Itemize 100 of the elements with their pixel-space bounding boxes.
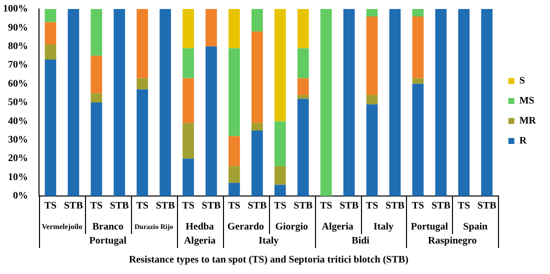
bar <box>412 16 424 78</box>
bar <box>297 9 309 48</box>
text: Algeria <box>184 236 216 247</box>
bar <box>366 9 378 16</box>
bar <box>320 9 332 196</box>
bar <box>206 46 217 196</box>
x-tick-label: TS <box>412 200 425 212</box>
text: Gerardo <box>227 222 264 233</box>
text: Algeria <box>322 222 354 233</box>
x-tick-label: TS <box>136 200 149 212</box>
bar <box>412 9 424 16</box>
bar <box>182 48 194 78</box>
text: Bidi <box>352 236 370 247</box>
y-tick-label: 0% <box>13 190 28 202</box>
legend-label: R <box>519 136 528 147</box>
y-tick-label: 90% <box>8 22 28 34</box>
legend-label: MS <box>519 96 535 107</box>
text: Italy <box>374 222 394 233</box>
text: Hedba <box>186 222 214 233</box>
bar <box>366 95 378 104</box>
bar <box>389 9 401 196</box>
bar <box>136 78 148 90</box>
bar <box>274 121 286 166</box>
x-tick-label: STB <box>64 200 84 212</box>
y-tick-label: 70% <box>8 60 28 71</box>
bar <box>343 9 355 196</box>
text: Giorgio <box>275 222 308 233</box>
text: Spain <box>463 222 488 233</box>
bar <box>297 98 309 196</box>
bar <box>90 102 102 196</box>
x-tick-label: STB <box>294 200 313 212</box>
bar <box>481 9 493 196</box>
bar <box>206 9 217 46</box>
y-tick-label: 10% <box>8 172 28 183</box>
legend-label: S <box>519 76 526 87</box>
bar <box>412 84 424 196</box>
bar <box>136 9 148 78</box>
bar <box>252 130 263 196</box>
x-tick-label: TS <box>90 200 103 212</box>
bar <box>228 182 240 196</box>
bar <box>90 93 102 102</box>
bar <box>274 166 286 185</box>
y-tick-label: 30% <box>8 134 28 146</box>
bar <box>435 9 447 196</box>
bar <box>182 123 194 159</box>
bar <box>252 31 263 124</box>
bar <box>90 56 102 94</box>
y-tick-label: 50% <box>8 97 28 108</box>
bar <box>44 59 56 196</box>
x-tick-label: STB <box>110 200 130 212</box>
bar <box>252 9 263 32</box>
y-tick-label: 40% <box>8 116 28 127</box>
bar <box>297 95 309 99</box>
x-tick-label: TS <box>182 200 195 212</box>
y-tick-label: 80% <box>8 40 28 52</box>
y-tick-label: 100% <box>3 4 28 15</box>
bar <box>228 166 240 183</box>
text: Italy <box>258 236 279 247</box>
bar <box>182 158 194 196</box>
text: Raspinegro <box>428 236 477 247</box>
bar <box>228 48 240 136</box>
bar <box>114 9 126 196</box>
x-tick-label: TS <box>458 200 470 212</box>
bar <box>160 9 172 196</box>
bar <box>68 9 80 196</box>
x-tick-label: TS <box>274 200 287 212</box>
x-axis-title: Resistance types to tan spot (TS) and Septoria tritici blotch (STB) <box>128 254 408 266</box>
bar <box>252 123 263 131</box>
x-tick-label: STB <box>431 200 451 212</box>
x-tick-label: STB <box>477 200 497 212</box>
bar <box>44 9 56 22</box>
x-tick-label: STB <box>202 200 222 212</box>
bar <box>44 22 56 45</box>
bar <box>228 9 240 48</box>
bar <box>366 104 378 196</box>
y-tick-label: 20% <box>8 153 28 164</box>
bar <box>136 89 148 196</box>
x-tick-label: STB <box>386 200 405 212</box>
bar <box>297 78 309 96</box>
x-tick-label: TS <box>228 200 241 212</box>
text: Portugal <box>89 236 127 247</box>
x-tick-label: STB <box>248 200 267 212</box>
x-tick-label: STB <box>156 200 176 212</box>
bar <box>90 9 102 56</box>
bar <box>274 184 286 196</box>
text: Portugal <box>410 222 448 233</box>
text: Branco <box>92 222 124 233</box>
bar <box>182 9 194 48</box>
x-tick-label: TS <box>44 200 58 212</box>
bar <box>297 48 309 78</box>
bar <box>366 16 378 96</box>
bar <box>458 9 470 196</box>
x-tick-label: TS <box>366 200 379 212</box>
bar <box>274 9 286 122</box>
bar <box>412 78 424 84</box>
x-tick-label: STB <box>340 200 359 212</box>
bar <box>228 136 240 166</box>
bar <box>182 78 194 124</box>
x-tick-label: TS <box>320 200 333 212</box>
y-tick-label: 60% <box>8 78 28 90</box>
